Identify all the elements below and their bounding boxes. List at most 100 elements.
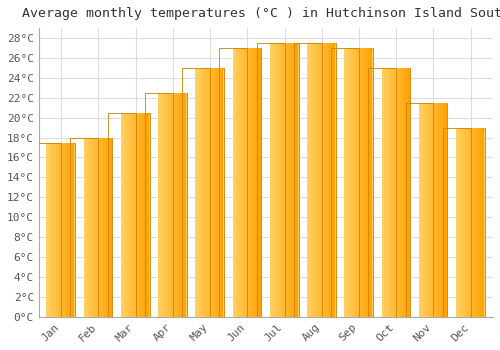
Bar xyxy=(460,128,462,317)
Bar xyxy=(466,128,467,317)
Bar xyxy=(291,43,292,317)
Bar xyxy=(174,93,175,317)
Bar xyxy=(176,93,178,317)
Bar xyxy=(324,43,326,317)
Bar xyxy=(182,93,184,317)
Bar xyxy=(148,113,149,317)
Bar xyxy=(384,68,386,317)
Bar xyxy=(251,48,252,317)
Bar xyxy=(165,93,166,317)
Title: Average monthly temperatures (°C ) in Hutchinson Island South: Average monthly temperatures (°C ) in Hu… xyxy=(22,7,500,20)
Bar xyxy=(459,128,460,317)
Bar xyxy=(234,48,235,317)
Bar xyxy=(98,138,99,317)
Bar xyxy=(482,128,484,317)
Bar xyxy=(352,48,354,317)
Bar xyxy=(84,138,112,317)
Bar xyxy=(473,128,474,317)
Bar xyxy=(161,93,162,317)
Bar xyxy=(96,138,98,317)
Bar xyxy=(472,128,473,317)
Bar xyxy=(270,43,272,317)
Bar xyxy=(198,68,200,317)
Bar xyxy=(196,68,224,317)
Bar xyxy=(109,138,110,317)
Bar xyxy=(160,93,161,317)
Bar xyxy=(168,93,170,317)
Bar xyxy=(394,68,396,317)
Bar xyxy=(396,68,397,317)
Bar xyxy=(73,142,74,317)
Bar xyxy=(408,68,410,317)
Bar xyxy=(406,103,433,317)
Bar xyxy=(220,48,248,317)
Bar xyxy=(334,43,335,317)
Bar xyxy=(307,43,308,317)
Bar xyxy=(308,43,310,317)
Bar xyxy=(196,68,197,317)
Bar xyxy=(332,43,334,317)
Bar xyxy=(140,113,142,317)
Bar xyxy=(102,138,104,317)
Bar xyxy=(354,48,356,317)
Bar xyxy=(108,113,136,317)
Bar xyxy=(248,48,250,317)
Bar xyxy=(392,68,394,317)
Bar xyxy=(242,48,244,317)
Bar xyxy=(308,43,336,317)
Bar xyxy=(136,113,138,317)
Bar xyxy=(252,48,254,317)
Bar xyxy=(175,93,176,317)
Bar xyxy=(70,138,99,317)
Bar xyxy=(456,128,458,317)
Bar xyxy=(318,43,320,317)
Bar xyxy=(138,113,139,317)
Bar xyxy=(158,93,160,317)
Bar xyxy=(94,138,95,317)
Bar xyxy=(277,43,278,317)
Bar xyxy=(245,48,246,317)
Bar xyxy=(276,43,277,317)
Bar xyxy=(382,68,383,317)
Bar xyxy=(52,142,54,317)
Bar xyxy=(219,68,220,317)
Bar xyxy=(478,128,480,317)
Bar xyxy=(237,48,238,317)
Bar xyxy=(371,48,372,317)
Bar xyxy=(122,113,124,317)
Bar xyxy=(280,43,281,317)
Bar xyxy=(259,48,260,317)
Bar xyxy=(457,128,484,317)
Bar xyxy=(476,128,477,317)
Bar xyxy=(356,48,357,317)
Bar xyxy=(368,68,396,317)
Bar xyxy=(285,43,286,317)
Bar xyxy=(331,43,332,317)
Bar xyxy=(59,142,60,317)
Bar xyxy=(124,113,125,317)
Bar xyxy=(390,68,392,317)
Bar xyxy=(56,142,58,317)
Bar xyxy=(88,138,90,317)
Bar xyxy=(350,48,352,317)
Bar xyxy=(100,138,102,317)
Bar xyxy=(424,103,426,317)
Bar xyxy=(204,68,205,317)
Bar xyxy=(420,103,448,317)
Bar xyxy=(402,68,404,317)
Bar xyxy=(344,48,346,317)
Bar xyxy=(464,128,466,317)
Bar xyxy=(125,113,126,317)
Bar xyxy=(200,68,201,317)
Bar xyxy=(95,138,96,317)
Bar xyxy=(212,68,214,317)
Bar xyxy=(69,142,70,317)
Bar xyxy=(426,103,427,317)
Bar xyxy=(286,43,288,317)
Bar xyxy=(106,138,108,317)
Bar xyxy=(458,128,459,317)
Bar xyxy=(292,43,294,317)
Bar xyxy=(397,68,398,317)
Bar xyxy=(121,113,122,317)
Bar xyxy=(468,128,470,317)
